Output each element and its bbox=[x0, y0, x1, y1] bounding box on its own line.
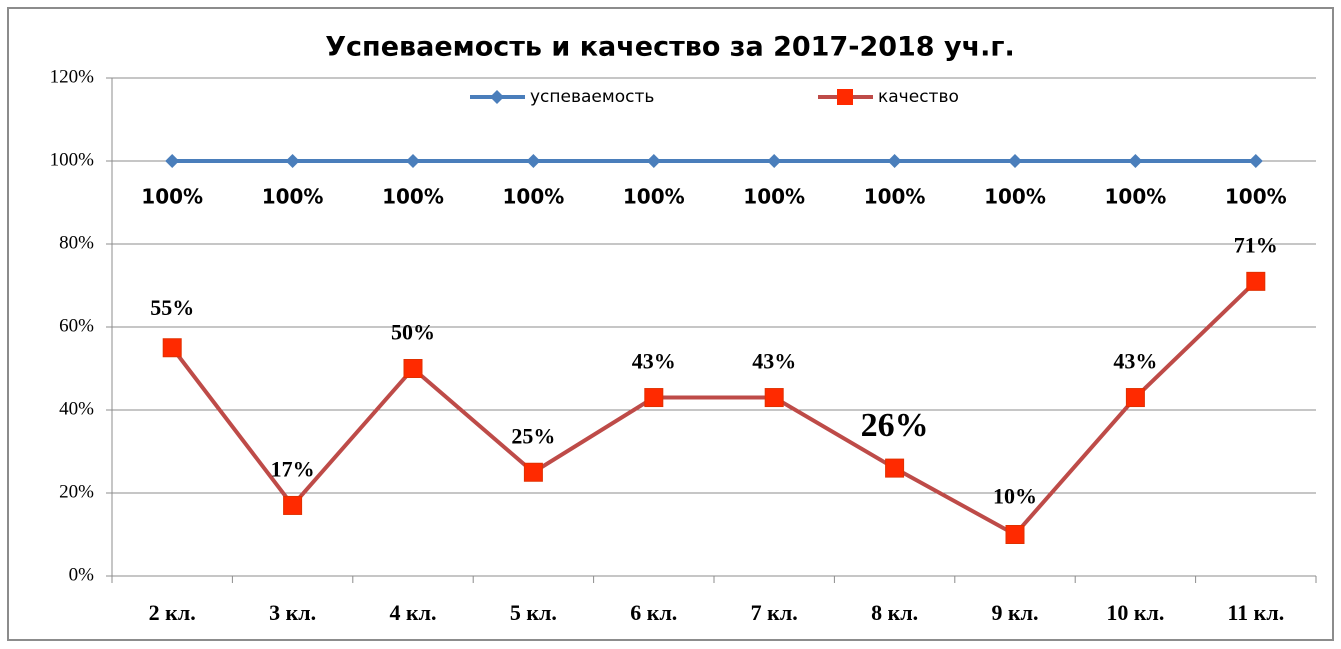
marker bbox=[1125, 388, 1145, 408]
data-label: 10% bbox=[993, 484, 1037, 509]
x-tick-label: 9 кл. bbox=[991, 600, 1038, 625]
data-label: 100% bbox=[743, 185, 805, 209]
data-label: 17% bbox=[271, 456, 315, 481]
marker bbox=[644, 388, 664, 408]
y-tick-label: 80% bbox=[59, 232, 94, 253]
marker bbox=[523, 462, 543, 482]
y-tick-label: 100% bbox=[50, 149, 95, 170]
marker bbox=[283, 495, 303, 515]
x-tick-label: 4 кл. bbox=[389, 600, 436, 625]
marker bbox=[285, 154, 300, 168]
marker bbox=[1128, 154, 1143, 168]
data-label: 25% bbox=[511, 423, 555, 448]
data-label: 100% bbox=[864, 185, 926, 209]
legend-marker bbox=[837, 89, 853, 105]
x-tick-label: 8 кл. bbox=[871, 600, 918, 625]
y-tick-label: 60% bbox=[59, 315, 94, 336]
data-label: 100% bbox=[382, 185, 444, 209]
y-tick-label: 120% bbox=[50, 66, 95, 87]
marker bbox=[162, 338, 182, 358]
marker bbox=[764, 388, 784, 408]
chart-title: Успеваемость и качество за 2017-2018 уч.… bbox=[325, 32, 1015, 63]
marker bbox=[885, 458, 905, 478]
data-label: 100% bbox=[1225, 185, 1287, 209]
data-label: 43% bbox=[632, 349, 676, 374]
data-label: 43% bbox=[752, 349, 796, 374]
marker bbox=[406, 154, 420, 168]
chart-frame bbox=[7, 7, 1334, 641]
marker bbox=[165, 154, 180, 168]
marker bbox=[1008, 154, 1022, 168]
marker bbox=[1005, 525, 1025, 544]
data-label: 71% bbox=[1234, 232, 1278, 257]
series-line bbox=[170, 279, 1258, 538]
data-label: 100% bbox=[141, 185, 203, 209]
x-tick-label: 2 кл. bbox=[149, 600, 196, 625]
marker bbox=[646, 154, 661, 168]
data-label: 43% bbox=[1113, 349, 1157, 374]
marker bbox=[1246, 271, 1266, 291]
x-tick-label: 6 кл. bbox=[630, 600, 677, 625]
legend-marker bbox=[490, 90, 504, 104]
marker bbox=[526, 154, 541, 168]
x-tick-label: 5 кл. bbox=[510, 600, 557, 625]
marker bbox=[403, 359, 423, 378]
marker bbox=[887, 154, 902, 168]
y-tick-label: 20% bbox=[59, 481, 94, 502]
y-tick-label: 0% bbox=[69, 564, 95, 585]
data-label: 50% bbox=[391, 320, 435, 345]
x-tick-label: 11 кл. bbox=[1227, 600, 1284, 625]
data-label: 26% bbox=[861, 407, 929, 444]
x-tick-label: 10 кл. bbox=[1106, 600, 1164, 625]
x-tick-label: 7 кл. bbox=[751, 600, 798, 625]
data-label: 100% bbox=[503, 185, 565, 209]
data-label: 55% bbox=[150, 295, 194, 320]
legend-label: качество bbox=[878, 87, 959, 107]
marker bbox=[767, 154, 782, 168]
data-label: 100% bbox=[984, 185, 1046, 209]
data-label: 100% bbox=[1105, 185, 1167, 209]
x-tick-label: 3 кл. bbox=[269, 600, 316, 625]
y-tick-label: 40% bbox=[59, 398, 94, 419]
marker bbox=[1248, 154, 1263, 168]
legend-label: успеваемость bbox=[530, 87, 654, 107]
data-label: 100% bbox=[262, 185, 324, 209]
data-label: 100% bbox=[623, 185, 685, 209]
